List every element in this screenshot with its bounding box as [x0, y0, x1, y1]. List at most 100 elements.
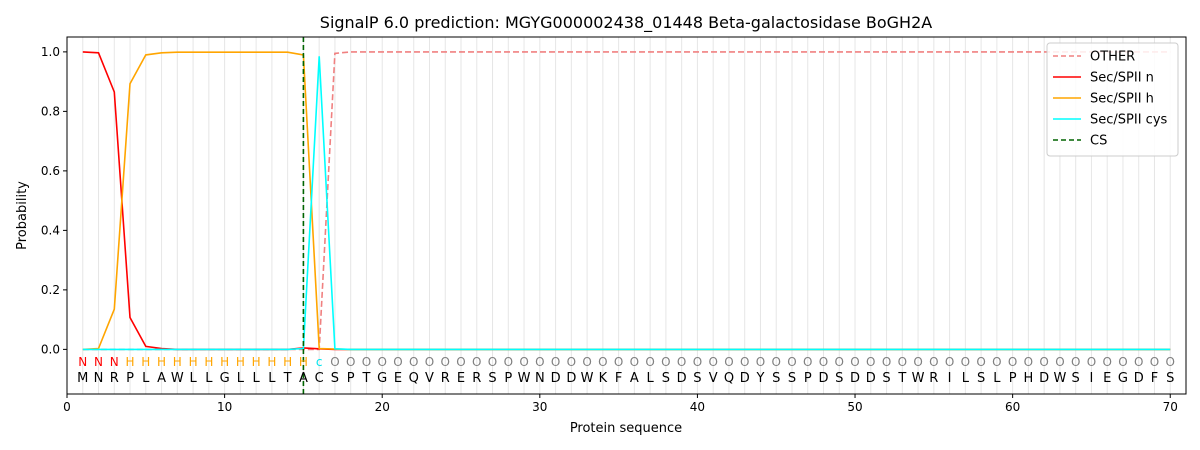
residue-label: D: [551, 371, 561, 386]
region-label: O: [771, 355, 780, 369]
residue-label: L: [237, 371, 245, 386]
region-label: O: [567, 355, 576, 369]
region-label: O: [425, 355, 434, 369]
region-label: O: [945, 355, 954, 369]
region-label: O: [819, 355, 828, 369]
residue-label: L: [962, 371, 970, 386]
residue-label: P: [347, 371, 355, 386]
x-tick-label: 10: [217, 400, 232, 414]
residue-label: S: [488, 371, 496, 386]
x-tick-label: 40: [690, 400, 705, 414]
region-label: O: [645, 355, 654, 369]
region-label: O: [362, 355, 371, 369]
region-label: O: [724, 355, 733, 369]
region-label: O: [614, 355, 623, 369]
residue-label: F: [1151, 371, 1158, 386]
region-label: O: [1039, 355, 1048, 369]
region-label: O: [1102, 355, 1111, 369]
region-label: O: [551, 355, 560, 369]
residue-label: S: [835, 371, 843, 386]
region-label: O: [330, 355, 339, 369]
y-tick-label: 0.4: [41, 223, 60, 237]
residue-label: S: [772, 371, 780, 386]
region-label: O: [913, 355, 922, 369]
region-label: O: [582, 355, 591, 369]
residue-label: P: [804, 371, 812, 386]
residue-label: L: [993, 371, 1001, 386]
region-label: O: [787, 355, 796, 369]
residue-label: G: [220, 371, 230, 386]
region-label: O: [1055, 355, 1064, 369]
residue-label: D: [1134, 371, 1144, 386]
legend-label: Sec/SPII n: [1090, 71, 1154, 86]
region-label: O: [488, 355, 497, 369]
residue-label: T: [897, 371, 906, 386]
residue-label: G: [1118, 371, 1128, 386]
region-label: H: [267, 355, 276, 369]
residue-label: N: [94, 371, 104, 386]
residue-label: Q: [724, 371, 734, 386]
x-axis-label: Protein sequence: [570, 421, 682, 436]
residue-label: L: [205, 371, 213, 386]
residue-label: E: [457, 371, 465, 386]
residue-label: L: [647, 371, 655, 386]
residue-label: L: [142, 371, 150, 386]
region-label: O: [1166, 355, 1175, 369]
region-label: H: [141, 355, 150, 369]
legend: OTHER Sec/SPII n Sec/SPII h Sec/SPII cys CS: [1046, 42, 1179, 157]
y-tick-label: 0.0: [41, 342, 60, 356]
x-tick-label: 0: [63, 400, 71, 414]
x-tick-label: 70: [1163, 400, 1178, 414]
region-label: O: [1024, 355, 1033, 369]
residue-label: P: [504, 371, 512, 386]
region-label: O: [409, 355, 418, 369]
residue-label: A: [630, 371, 639, 386]
residue-label: R: [441, 371, 450, 386]
x-tick-label: 60: [1005, 400, 1020, 414]
residue-label: Q: [409, 371, 419, 386]
residue-label: A: [299, 371, 308, 386]
residue-label: Y: [755, 371, 764, 386]
residue-label: S: [662, 371, 670, 386]
region-label: O: [756, 355, 765, 369]
region-label: H: [157, 355, 166, 369]
region-label: O: [961, 355, 970, 369]
region-label: H: [299, 355, 308, 369]
region-label: O: [519, 355, 528, 369]
residue-label: W: [1053, 371, 1066, 386]
residue-label: R: [110, 371, 119, 386]
residue-label: D: [818, 371, 828, 386]
residue-label: R: [472, 371, 481, 386]
residue-label: S: [693, 371, 701, 386]
region-label: O: [456, 355, 465, 369]
region-label: O: [992, 355, 1001, 369]
region-label: O: [850, 355, 859, 369]
region-label: O: [898, 355, 907, 369]
region-label: H: [189, 355, 198, 369]
residue-label: M: [77, 371, 88, 386]
region-label: O: [535, 355, 544, 369]
region-label: O: [377, 355, 386, 369]
region-label: O: [708, 355, 717, 369]
region-label: H: [236, 355, 245, 369]
region-label: O: [661, 355, 670, 369]
region-label: O: [677, 355, 686, 369]
region-label: O: [1008, 355, 1017, 369]
axes: 0 10 20 30 40 50 60 70 0.0 0.2 0.4 0.6 0.8 1.0: [41, 45, 1178, 414]
region-label: H: [252, 355, 261, 369]
region-label: O: [441, 355, 450, 369]
residue-label: T: [361, 371, 370, 386]
chart-title: SignalP 6.0 prediction: MGYG000002438_01…: [320, 13, 932, 33]
region-label: O: [803, 355, 812, 369]
region-label: H: [173, 355, 182, 369]
residue-label: S: [977, 371, 985, 386]
y-tick-label: 0.6: [41, 164, 60, 178]
residue-label: W: [581, 371, 594, 386]
residue-label: D: [566, 371, 576, 386]
residue-label: G: [377, 371, 387, 386]
residue-label: R: [929, 371, 938, 386]
region-label: O: [1150, 355, 1159, 369]
series-line: [82, 56, 1171, 351]
